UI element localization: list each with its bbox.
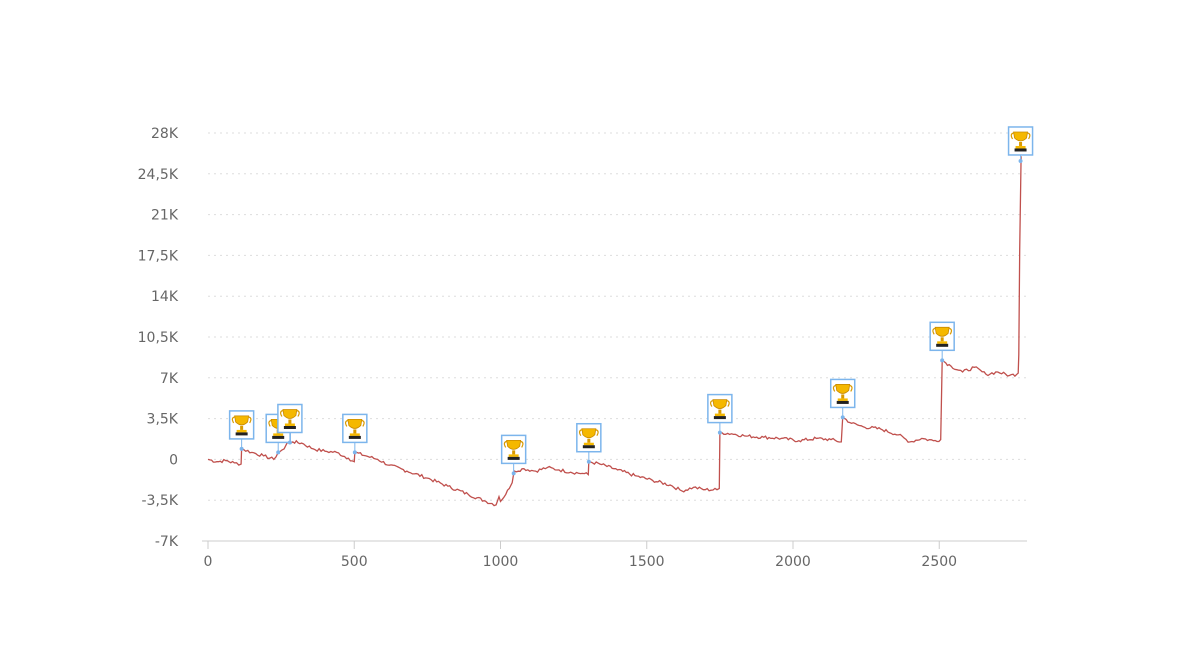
trophy-icon <box>932 326 953 347</box>
trophy-icon <box>231 415 252 436</box>
marker-dot <box>239 446 244 451</box>
x-tick-label: 1000 <box>483 554 519 570</box>
x-tick-label: 0 <box>204 554 213 570</box>
trophy-marker[interactable] <box>829 378 856 420</box>
y-tick-label: 14K <box>151 289 179 305</box>
x-tick-label: 2000 <box>775 554 811 570</box>
trophy-marker[interactable] <box>277 403 303 445</box>
marker-dot <box>940 358 945 363</box>
trophy-icon <box>1010 131 1031 152</box>
trophy-icon <box>503 439 524 460</box>
y-tick-label: 17,5K <box>138 248 179 264</box>
trophy-marker[interactable] <box>1007 126 1034 163</box>
series-group <box>207 156 1022 507</box>
marker-dot <box>1018 158 1023 163</box>
y-tick-label: -3,5K <box>142 493 179 509</box>
y-tick-label: 3,5K <box>147 412 179 428</box>
trophy-marker[interactable] <box>576 422 602 464</box>
marker-dot <box>287 440 292 445</box>
marker-dot <box>717 430 722 435</box>
series-line <box>207 156 1022 507</box>
trophy-icon <box>578 428 599 449</box>
trophy-icon <box>344 419 365 439</box>
x-tick-label: 2500 <box>921 554 957 570</box>
trophy-icon <box>710 399 730 420</box>
y-tick-label: 7K <box>160 371 179 387</box>
y-tick-label: 24,5K <box>138 167 179 183</box>
trophy-marker[interactable] <box>342 413 368 455</box>
trophy-marker[interactable] <box>929 321 955 363</box>
marker-dot <box>511 471 516 476</box>
chart-gridlines <box>208 132 1027 501</box>
y-tick-label: 10,5K <box>138 330 179 346</box>
y-tick-label: 0 <box>169 452 178 468</box>
marker-dot <box>276 450 281 455</box>
y-tick-label: -7K <box>155 534 179 550</box>
trophy-marker[interactable] <box>707 393 733 435</box>
trophy-icon <box>280 409 300 429</box>
marker-dot <box>586 459 591 464</box>
trophy-icon <box>832 384 853 404</box>
y-tick-label: 21K <box>151 208 179 224</box>
x-axis: 0 500 1000 1500 2000 2500 <box>202 540 1027 570</box>
y-tick-label: 28K <box>151 126 179 142</box>
x-tick-label: 1500 <box>629 554 665 570</box>
trophy-marker[interactable] <box>228 410 255 451</box>
marker-dot <box>840 415 845 420</box>
trophy-markers[interactable] <box>228 126 1034 476</box>
marker-dot <box>352 450 357 455</box>
y-axis: -7K -3,5K 0 3,5K 7K 10,5K 14K 17,5K 21K 24,5K 28K <box>138 126 179 550</box>
trophy-marker[interactable] <box>500 434 527 476</box>
x-tick-label: 500 <box>341 554 368 570</box>
